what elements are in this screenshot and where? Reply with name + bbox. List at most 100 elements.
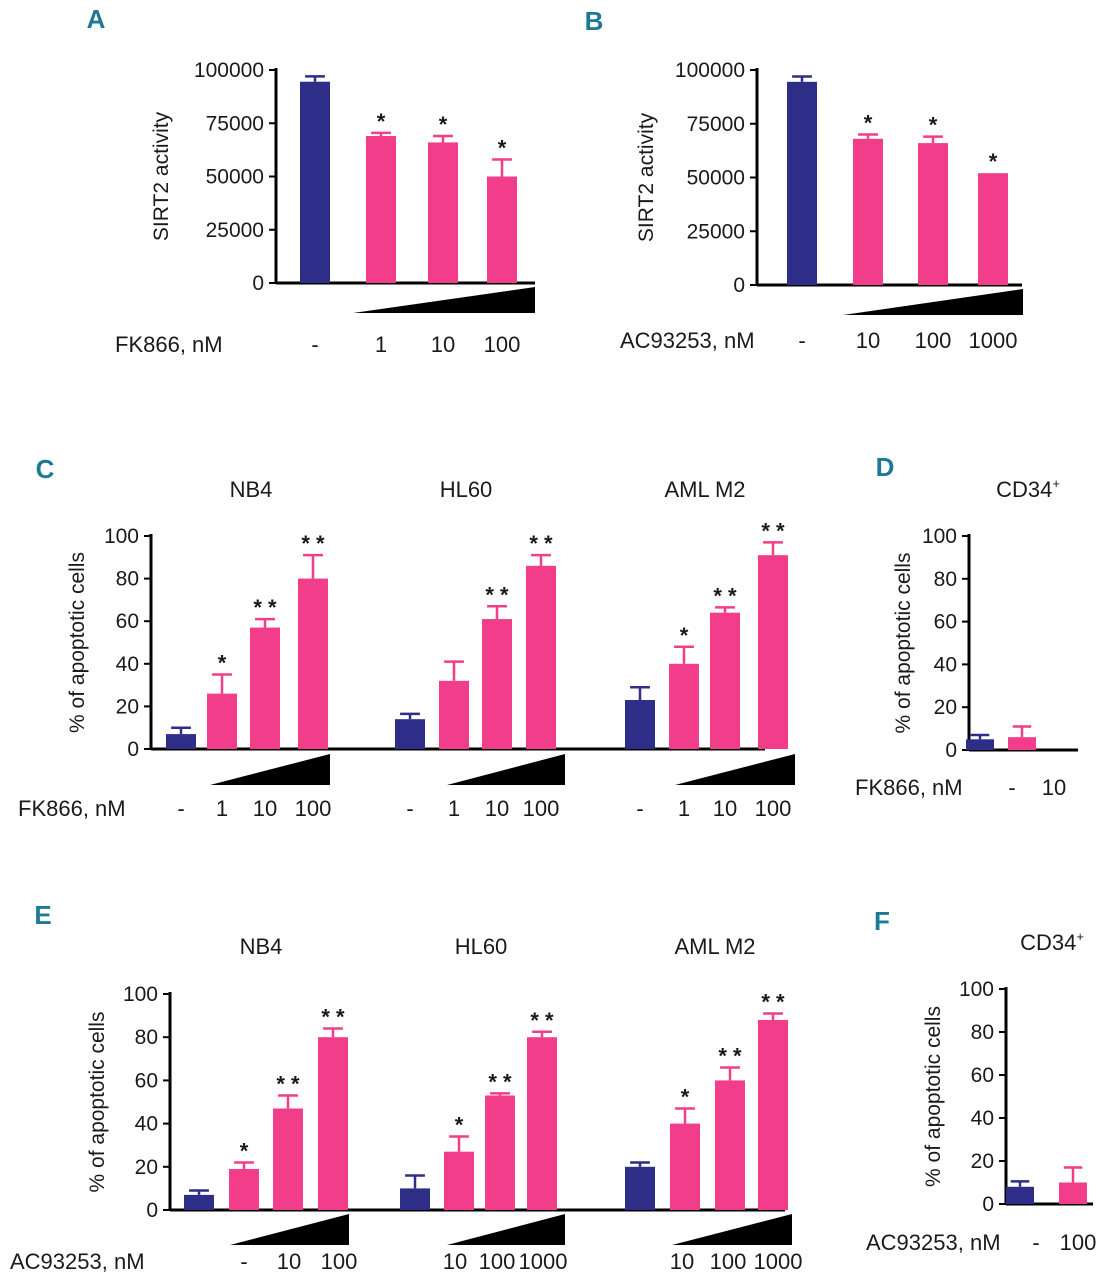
y-tick-label: 0 [146, 1199, 158, 1222]
y-tick-label: 20 [135, 1156, 158, 1179]
concentration-ramp [672, 1214, 792, 1245]
category-label: - [798, 328, 805, 353]
bar [166, 734, 196, 749]
concentration-ramp [230, 1214, 349, 1245]
bar [439, 680, 469, 749]
bar [428, 142, 458, 283]
category-label: 100 [321, 1249, 358, 1274]
y-tick-label: 40 [135, 1113, 158, 1136]
category-label: 10 [443, 1249, 467, 1274]
y-tick-label: 75000 [687, 113, 745, 136]
concentration-ramp [843, 289, 1023, 315]
category-label: 1 [216, 796, 228, 821]
y-tick-label: 50000 [687, 167, 745, 190]
significance-star: * [989, 149, 998, 174]
significance-star: * * [321, 1005, 345, 1030]
bar [487, 176, 517, 283]
category-label: 10 [485, 796, 509, 821]
y-axis-label: % of apoptotic cells [66, 552, 89, 733]
panel-title-sup: + [1076, 929, 1084, 944]
significance-star: * [929, 113, 938, 138]
chart-panel-a: A 100000 75000 50000 25000 0 SIRT2 activity * * *… [87, 4, 535, 357]
significance-star: * [498, 135, 507, 160]
significance-star: * * [276, 1072, 300, 1097]
condition-label: FK866, nM [115, 332, 223, 357]
condition-label: AC93253, nM [10, 1249, 145, 1274]
group-title: HL60 [440, 477, 493, 502]
panel-title: CD34+ [1020, 929, 1084, 955]
y-tick-label: 80 [116, 568, 139, 591]
y-tick-label: 60 [934, 611, 957, 634]
category-label: 100 [755, 796, 792, 821]
bar [318, 1037, 348, 1210]
category-label: - [1008, 775, 1015, 800]
bar [207, 693, 237, 749]
significance-star: * [240, 1138, 249, 1163]
bar [758, 555, 788, 749]
category-label: - [636, 796, 643, 821]
category-label: 100 [710, 1249, 747, 1274]
concentration-ramp [353, 287, 535, 313]
y-tick-label: 25000 [687, 220, 745, 243]
y-tick-label: 40 [116, 653, 139, 676]
chart-panel-e: E 100 80 60 40 20 0 % of apoptotic cells NB4 HL60… [10, 900, 802, 1274]
bar [670, 1123, 700, 1210]
y-tick-label: 100000 [675, 59, 745, 82]
bar [366, 136, 396, 283]
y-tick-label: 0 [945, 739, 957, 762]
group-title: NB4 [230, 477, 273, 502]
group-title: HL60 [455, 934, 508, 959]
category-label: 10 [277, 1249, 301, 1274]
y-tick-label: 40 [971, 1107, 994, 1130]
y-tick-label: 60 [116, 610, 139, 633]
bar [395, 719, 425, 749]
category-label: - [311, 332, 318, 357]
group-title: NB4 [240, 934, 283, 959]
significance-star: * * [713, 583, 737, 608]
significance-star: * [864, 111, 873, 136]
y-tick-label: 0 [733, 274, 745, 297]
condition-label: AC93253, nM [620, 328, 755, 353]
category-label: - [1032, 1230, 1039, 1255]
bar [250, 627, 280, 749]
panel-title: CD34+ [996, 476, 1060, 502]
category-label: 100 [484, 332, 521, 357]
y-tick-label: 80 [934, 568, 957, 591]
category-label: 10 [253, 796, 277, 821]
significance-star: * * [301, 531, 325, 556]
significance-star: * * [761, 518, 785, 543]
significance-star: * [439, 112, 448, 137]
category-label: 100 [523, 796, 560, 821]
y-tick-label: 25000 [206, 219, 264, 242]
bar [710, 612, 740, 749]
concentration-ramp [447, 754, 565, 785]
y-tick-label: 80 [135, 1026, 158, 1049]
y-tick-label: 20 [971, 1150, 994, 1173]
y-tick-label: 75000 [206, 112, 264, 135]
y-tick-label: 100 [123, 983, 158, 1006]
bar [184, 1194, 214, 1210]
y-tick-label: 100 [922, 525, 957, 548]
y-tick-label: 100 [959, 978, 994, 1001]
panel-letter: B [585, 6, 604, 36]
panel-letter: F [874, 906, 890, 936]
category-label: 100 [479, 1249, 516, 1274]
y-tick-label: 20 [116, 695, 139, 718]
bar [1059, 1182, 1087, 1204]
y-tick-label: 80 [971, 1021, 994, 1044]
y-tick-label: 60 [135, 1069, 158, 1092]
category-label: - [240, 1249, 247, 1274]
bar [1008, 737, 1036, 750]
bar [853, 138, 883, 285]
category-label: 1000 [969, 328, 1018, 353]
category-label: 100 [295, 796, 332, 821]
bar [669, 663, 699, 749]
panel-title-main: CD34 [996, 477, 1052, 502]
bar [482, 619, 512, 749]
bar [966, 739, 994, 750]
bar [485, 1095, 515, 1210]
category-label: 10 [856, 328, 880, 353]
significance-star: * * [718, 1043, 742, 1068]
concentration-ramp [447, 1214, 565, 1245]
category-label: 1000 [519, 1249, 568, 1274]
